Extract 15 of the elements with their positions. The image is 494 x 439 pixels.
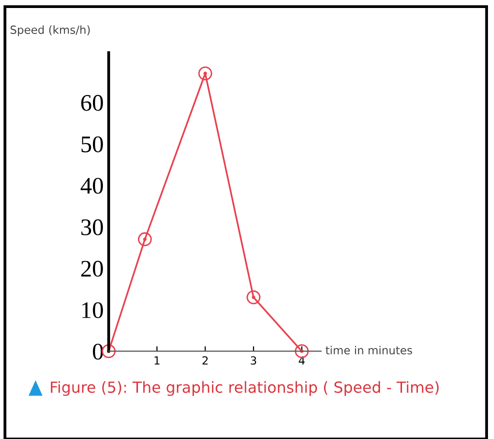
point bbox=[138, 232, 152, 246]
x-tick-label: 3 bbox=[250, 356, 256, 365]
x-tick-label: 1 bbox=[154, 356, 160, 365]
y-axis-title: Speed (kms/h) bbox=[10, 25, 90, 36]
y-tick-label: 60 bbox=[81, 94, 103, 111]
y-tick-label: 20 bbox=[81, 260, 103, 277]
x-axis-title: time in minutes bbox=[326, 346, 412, 354]
y-tick-label: 10 bbox=[82, 302, 103, 318]
y-tick-label: 50 bbox=[82, 136, 103, 152]
x-tick-label: 2 bbox=[202, 356, 208, 365]
point bbox=[246, 290, 260, 304]
y-tick-label: 30 bbox=[81, 219, 103, 236]
y-tick-label: 40 bbox=[80, 178, 103, 194]
text: Figure (5): The graphic relationship ( Speed - Time) bbox=[50, 381, 439, 396]
point bbox=[198, 66, 212, 80]
